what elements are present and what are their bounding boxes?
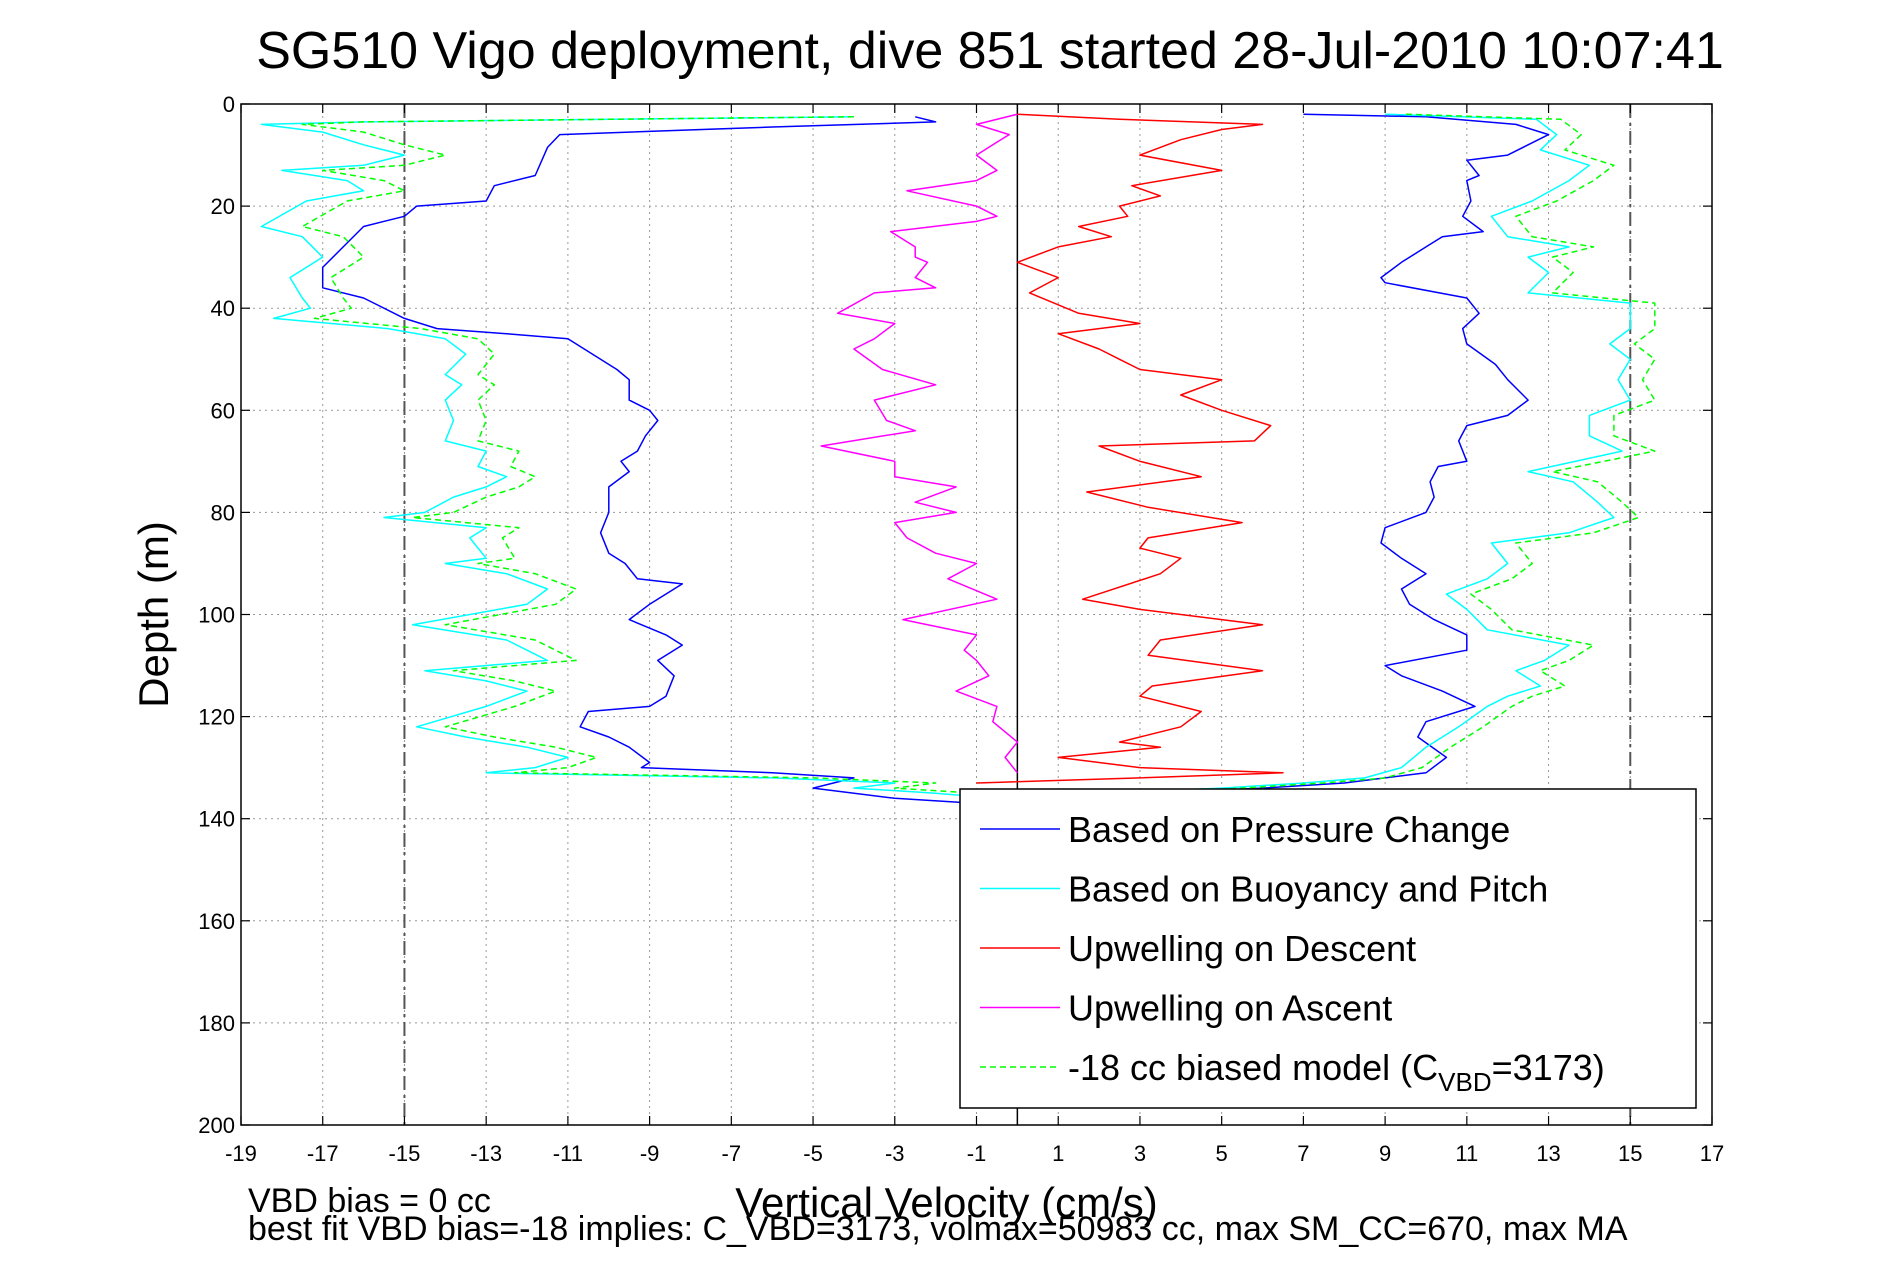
x-tick-label: -5 xyxy=(803,1141,823,1166)
x-tick-label: -19 xyxy=(225,1141,257,1166)
footer-line-1: VBD bias = 0 cc xyxy=(248,1182,491,1220)
x-tick-label: 1 xyxy=(1052,1141,1064,1166)
series-line-5 xyxy=(301,113,1656,800)
x-tick-label: 17 xyxy=(1700,1141,1724,1166)
legend-label: Based on Buoyancy and Pitch xyxy=(1068,869,1548,910)
y-tick-label: 80 xyxy=(211,500,235,525)
x-tick-label: 11 xyxy=(1455,1141,1478,1166)
y-tick-label: 140 xyxy=(198,807,235,832)
x-tick-label: -1 xyxy=(967,1141,987,1166)
legend-label: Upwelling on Ascent xyxy=(1068,988,1392,1029)
x-tick-label: -7 xyxy=(722,1141,742,1166)
x-tick-label: -15 xyxy=(389,1141,421,1166)
series-line-2 xyxy=(260,113,1632,800)
series-line-1 xyxy=(321,113,1550,805)
series-group xyxy=(260,113,1656,805)
y-tick-label: 100 xyxy=(198,603,235,628)
x-tick-label: -3 xyxy=(885,1141,905,1166)
legend-label: Based on Pressure Change xyxy=(1068,809,1510,850)
x-tick-label: 3 xyxy=(1134,1141,1146,1166)
chart-title: SG510 Vigo deployment, dive 851 started … xyxy=(256,22,1724,80)
legend-label: -18 cc biased model (CVBD=3173) xyxy=(1068,1047,1605,1097)
x-tick-label: 13 xyxy=(1536,1141,1560,1166)
footer-line-2: best fit VBD bias=-18 implies: C_VBD=317… xyxy=(248,1210,1628,1248)
y-tick-label: 120 xyxy=(198,705,235,730)
x-tick-label: -13 xyxy=(470,1141,502,1166)
x-tick-label: 7 xyxy=(1297,1141,1309,1166)
y-tick-label: 20 xyxy=(211,194,235,219)
x-axis-label: Vertical Velocity (cm/s) xyxy=(735,1179,1157,1226)
y-tick-label: 60 xyxy=(211,398,235,423)
x-tick-label: 15 xyxy=(1618,1141,1642,1166)
y-tick-label: 0 xyxy=(223,92,235,117)
x-tick-label: -9 xyxy=(640,1141,660,1166)
ticks: -19 -17 -15 -13 -11 -9 -7 -5 -3 -1 1 3 5 7 9 11 13 15 1702… xyxy=(198,92,1724,1166)
x-tick-label: -17 xyxy=(307,1141,339,1166)
legend: Based on Pressure Change Based on Buoyanc… xyxy=(959,788,1697,1109)
y-tick-label: 180 xyxy=(198,1011,235,1036)
series-line-4 xyxy=(820,113,1019,774)
y-tick-label: 40 xyxy=(211,296,235,321)
x-tick-label: -11 xyxy=(553,1141,583,1166)
x-tick-label: 9 xyxy=(1379,1141,1391,1166)
series-line-3 xyxy=(976,113,1284,784)
legend-box xyxy=(959,788,1697,1109)
y-axis-label: Depth (m) xyxy=(130,521,177,708)
legend-label: Upwelling on Descent xyxy=(1068,928,1416,969)
x-tick-label: 5 xyxy=(1216,1141,1228,1166)
y-tick-label: 160 xyxy=(198,909,235,934)
y-tick-label: 200 xyxy=(198,1113,235,1138)
